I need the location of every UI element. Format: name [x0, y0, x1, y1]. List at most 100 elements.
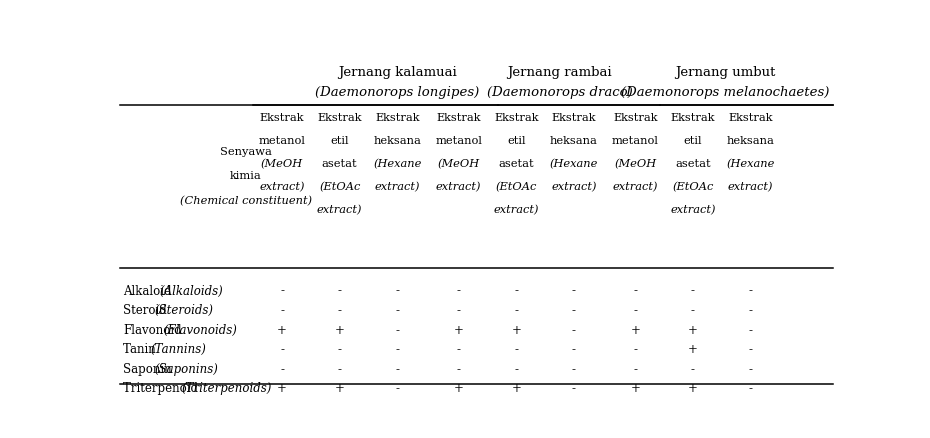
Text: extract): extract): [671, 205, 715, 215]
Text: +: +: [335, 382, 345, 396]
Text: -: -: [457, 304, 460, 317]
Text: Jernang umbut: Jernang umbut: [675, 66, 776, 79]
Text: -: -: [395, 324, 399, 337]
Text: (EtOAc: (EtOAc: [496, 182, 537, 192]
Text: (Alkaloids): (Alkaloids): [159, 285, 223, 297]
Text: -: -: [749, 382, 752, 396]
Text: Ekstrak: Ekstrak: [494, 113, 538, 123]
Text: +: +: [688, 343, 698, 356]
Text: +: +: [512, 382, 521, 396]
Text: Saponin: Saponin: [124, 363, 172, 376]
Text: Triterpenoid: Triterpenoid: [124, 382, 202, 396]
Text: -: -: [749, 343, 752, 356]
Text: Alkaloid: Alkaloid: [124, 285, 172, 297]
Text: -: -: [280, 285, 284, 297]
Text: metanol: metanol: [435, 136, 482, 146]
Text: extract): extract): [259, 182, 305, 192]
Text: extract): extract): [317, 205, 363, 215]
Text: (MeOH: (MeOH: [614, 159, 657, 170]
Text: -: -: [749, 304, 752, 317]
Text: Ekstrak: Ekstrak: [728, 113, 773, 123]
Text: kimia: kimia: [230, 171, 262, 181]
Text: -: -: [395, 382, 399, 396]
Text: extract): extract): [728, 182, 773, 192]
Text: Tanin: Tanin: [124, 343, 160, 356]
Text: -: -: [395, 343, 399, 356]
Text: extract): extract): [494, 205, 539, 215]
Text: -: -: [338, 343, 341, 356]
Text: Flavonoid: Flavonoid: [124, 324, 182, 337]
Text: (Flavonoids): (Flavonoids): [164, 324, 237, 337]
Text: -: -: [457, 363, 460, 376]
Text: (Daemonorops draco): (Daemonorops draco): [486, 86, 632, 99]
Text: etil: etil: [330, 136, 349, 146]
Text: (Tannins): (Tannins): [151, 343, 206, 356]
Text: Ekstrak: Ekstrak: [671, 113, 715, 123]
Text: -: -: [572, 324, 576, 337]
Text: (Chemical constituent): (Chemical constituent): [179, 195, 312, 206]
Text: extract): extract): [436, 182, 482, 192]
Text: -: -: [749, 285, 752, 297]
Text: (Daemonorops melanochaetes): (Daemonorops melanochaetes): [621, 86, 830, 99]
Text: asetat: asetat: [322, 159, 357, 169]
Text: Jernang rambai: Jernang rambai: [507, 66, 612, 79]
Text: (Daemonorops longipes): (Daemonorops longipes): [315, 86, 480, 99]
Text: metanol: metanol: [259, 136, 305, 146]
Text: -: -: [691, 304, 695, 317]
Text: etil: etil: [684, 136, 702, 146]
Text: Ekstrak: Ekstrak: [551, 113, 596, 123]
Text: -: -: [457, 285, 460, 297]
Text: -: -: [395, 304, 399, 317]
Text: +: +: [512, 324, 521, 337]
Text: +: +: [631, 324, 640, 337]
Text: (Hexane: (Hexane: [550, 159, 598, 170]
Text: -: -: [280, 363, 284, 376]
Text: +: +: [277, 324, 287, 337]
Text: -: -: [395, 285, 399, 297]
Text: (EtOAc: (EtOAc: [319, 182, 360, 192]
Text: -: -: [514, 285, 518, 297]
Text: Ekstrak: Ekstrak: [375, 113, 419, 123]
Text: (MeOH: (MeOH: [437, 159, 480, 170]
Text: heksana: heksana: [726, 136, 775, 146]
Text: Jernang kalamuai: Jernang kalamuai: [338, 66, 457, 79]
Text: +: +: [277, 382, 287, 396]
Text: Ekstrak: Ekstrak: [259, 113, 304, 123]
Text: heksana: heksana: [550, 136, 598, 146]
Text: -: -: [338, 285, 341, 297]
Text: Ekstrak: Ekstrak: [436, 113, 481, 123]
Text: -: -: [633, 343, 637, 356]
Text: -: -: [633, 285, 637, 297]
Text: -: -: [338, 363, 341, 376]
Text: metanol: metanol: [612, 136, 658, 146]
Text: Steroid: Steroid: [124, 304, 167, 317]
Text: asetat: asetat: [675, 159, 711, 169]
Text: -: -: [280, 304, 284, 317]
Text: (Hexane: (Hexane: [726, 159, 775, 170]
Text: heksana: heksana: [374, 136, 421, 146]
Text: -: -: [457, 343, 460, 356]
Text: -: -: [395, 363, 399, 376]
Text: -: -: [572, 382, 576, 396]
Text: -: -: [572, 363, 576, 376]
Text: (MeOH: (MeOH: [261, 159, 303, 170]
Text: -: -: [633, 363, 637, 376]
Text: (Triterpenoids): (Triterpenoids): [181, 382, 272, 396]
Text: -: -: [280, 343, 284, 356]
Text: +: +: [688, 324, 698, 337]
Text: (Steroids): (Steroids): [154, 304, 214, 317]
Text: +: +: [335, 324, 345, 337]
Text: -: -: [572, 304, 576, 317]
Text: extract): extract): [551, 182, 597, 192]
Text: Senyawa: Senyawa: [220, 147, 272, 157]
Text: -: -: [691, 363, 695, 376]
Text: -: -: [633, 304, 637, 317]
Text: extract): extract): [375, 182, 420, 192]
Text: -: -: [514, 363, 518, 376]
Text: (Saponins): (Saponins): [154, 363, 219, 376]
Text: +: +: [454, 324, 463, 337]
Text: asetat: asetat: [498, 159, 534, 169]
Text: extract): extract): [613, 182, 658, 192]
Text: +: +: [631, 382, 640, 396]
Text: etil: etil: [507, 136, 525, 146]
